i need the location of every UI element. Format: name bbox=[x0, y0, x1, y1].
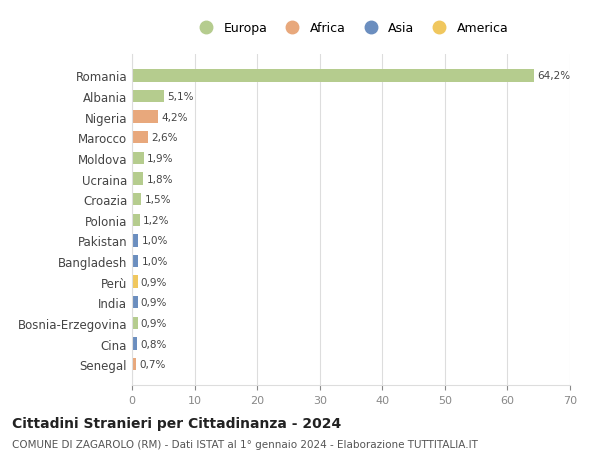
Text: 0,7%: 0,7% bbox=[140, 359, 166, 369]
Text: 5,1%: 5,1% bbox=[167, 92, 194, 102]
Bar bbox=[132, 70, 534, 83]
Bar bbox=[132, 297, 137, 309]
Text: 1,0%: 1,0% bbox=[142, 257, 168, 267]
Text: 1,8%: 1,8% bbox=[146, 174, 173, 184]
Text: 0,8%: 0,8% bbox=[140, 339, 167, 349]
Bar bbox=[132, 338, 137, 350]
Bar bbox=[132, 194, 142, 206]
Bar bbox=[132, 255, 138, 268]
Text: 0,9%: 0,9% bbox=[141, 297, 167, 308]
Legend: Europa, Africa, Asia, America: Europa, Africa, Asia, America bbox=[190, 18, 512, 39]
Text: 64,2%: 64,2% bbox=[537, 71, 570, 81]
Text: Cittadini Stranieri per Cittadinanza - 2024: Cittadini Stranieri per Cittadinanza - 2… bbox=[12, 416, 341, 430]
Text: 1,0%: 1,0% bbox=[142, 236, 168, 246]
Bar bbox=[132, 173, 143, 185]
Bar bbox=[132, 235, 138, 247]
Text: 1,9%: 1,9% bbox=[147, 154, 173, 163]
Text: 2,6%: 2,6% bbox=[151, 133, 178, 143]
Bar bbox=[132, 111, 158, 123]
Bar bbox=[132, 132, 148, 144]
Text: COMUNE DI ZAGAROLO (RM) - Dati ISTAT al 1° gennaio 2024 - Elaborazione TUTTITALI: COMUNE DI ZAGAROLO (RM) - Dati ISTAT al … bbox=[12, 440, 478, 449]
Text: 0,9%: 0,9% bbox=[141, 277, 167, 287]
Bar bbox=[132, 276, 137, 288]
Bar bbox=[132, 152, 144, 165]
Text: 4,2%: 4,2% bbox=[161, 112, 188, 123]
Bar bbox=[132, 317, 137, 330]
Bar bbox=[132, 358, 136, 370]
Text: 0,9%: 0,9% bbox=[141, 318, 167, 328]
Text: 1,2%: 1,2% bbox=[143, 215, 169, 225]
Text: 1,5%: 1,5% bbox=[145, 195, 171, 205]
Bar bbox=[132, 214, 140, 226]
Bar bbox=[132, 91, 164, 103]
